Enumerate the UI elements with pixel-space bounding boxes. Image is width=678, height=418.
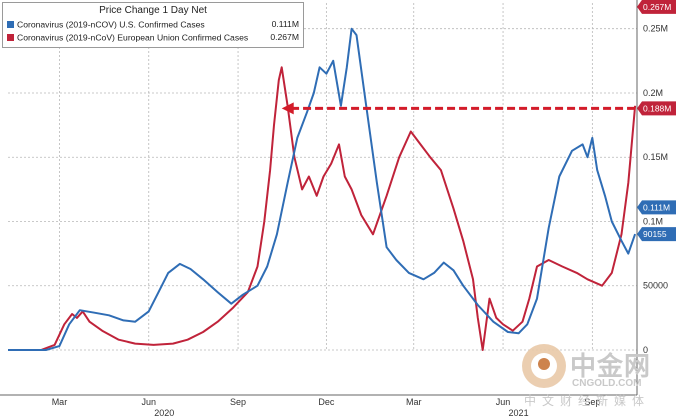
value-tag-bg — [637, 227, 676, 242]
x-tick-label: Jun — [141, 397, 156, 407]
value-tag-label: 0.267M — [643, 2, 671, 12]
value-tag: 0.188M — [637, 101, 676, 116]
value-tag-label: 0.188M — [643, 103, 671, 113]
watermark-url: CNGOLD.COM — [572, 378, 642, 389]
legend-label-us: Coronavirus (2019-nCOV) U.S. Confirmed C… — [17, 19, 205, 30]
legend: Price Change 1 Day Net Coronavirus (2019… — [2, 2, 304, 48]
x-year-label: 2021 — [509, 408, 529, 418]
legend-label-eu: Coronavirus (2019-nCoV) European Union C… — [17, 32, 249, 43]
value-tag-bg — [637, 101, 676, 116]
value-tag-label: 90155 — [643, 229, 667, 239]
value-tag-label: 0.111M — [643, 202, 670, 212]
series-lines — [8, 27, 637, 351]
x-tick-label: Mar — [52, 397, 68, 407]
legend-item-us: Coronavirus (2019-nCOV) U.S. Confirmed C… — [7, 19, 299, 30]
x-tick-label: Sep — [584, 397, 600, 407]
y-tick-label: 50000 — [643, 281, 668, 291]
brand-logo-icon — [522, 344, 566, 388]
value-tags: 0.267M 0.188M 0.111M 90155 — [637, 0, 676, 242]
series-line-eu — [8, 66, 637, 351]
y-tick-label: 0 — [643, 345, 648, 355]
y-tick-label: 0.25M — [643, 24, 668, 34]
x-tick-label: Sep — [230, 397, 246, 407]
watermark-subtitle: 中文财经新媒体 — [524, 394, 651, 408]
series-line-us — [8, 27, 637, 351]
value-tag: 0.267M — [637, 0, 676, 14]
legend-swatch-us — [7, 21, 14, 29]
annotation-arrow — [281, 102, 636, 115]
axes — [0, 0, 638, 396]
value-tag-bg — [637, 0, 676, 14]
annotation-arrowhead — [281, 102, 294, 115]
legend-value-us: 0.111M — [271, 19, 299, 29]
legend-swatch-eu — [7, 34, 14, 42]
chart-title: Price Change 1 Day Net — [99, 5, 207, 16]
tick-labels: 0 50000 0.1M 0.15M 0.2M 0.25M Mar Jun Sep Dec Mar J… — [52, 24, 668, 418]
value-tag: 0.111M — [637, 200, 676, 215]
legend-item-eu: Coronavirus (2019-nCoV) European Union C… — [7, 32, 299, 43]
value-tag: 90155 — [637, 227, 676, 242]
y-tick-label: 0.15M — [643, 152, 668, 162]
x-year-label: 2020 — [154, 408, 174, 418]
legend-value-eu: 0.267M — [270, 32, 299, 42]
y-tick-label: 0.1M — [643, 216, 663, 226]
x-tick-label: Jun — [496, 397, 511, 407]
x-tick-label: Mar — [406, 397, 422, 407]
watermark: 中金网 CNGOLD.COM 中文财经新媒体 — [522, 344, 672, 414]
watermark-brand: 中金网 — [570, 352, 652, 382]
value-tag-bg — [637, 200, 676, 215]
x-tick-label: Dec — [318, 397, 335, 407]
y-tick-label: 0.2M — [643, 88, 663, 98]
